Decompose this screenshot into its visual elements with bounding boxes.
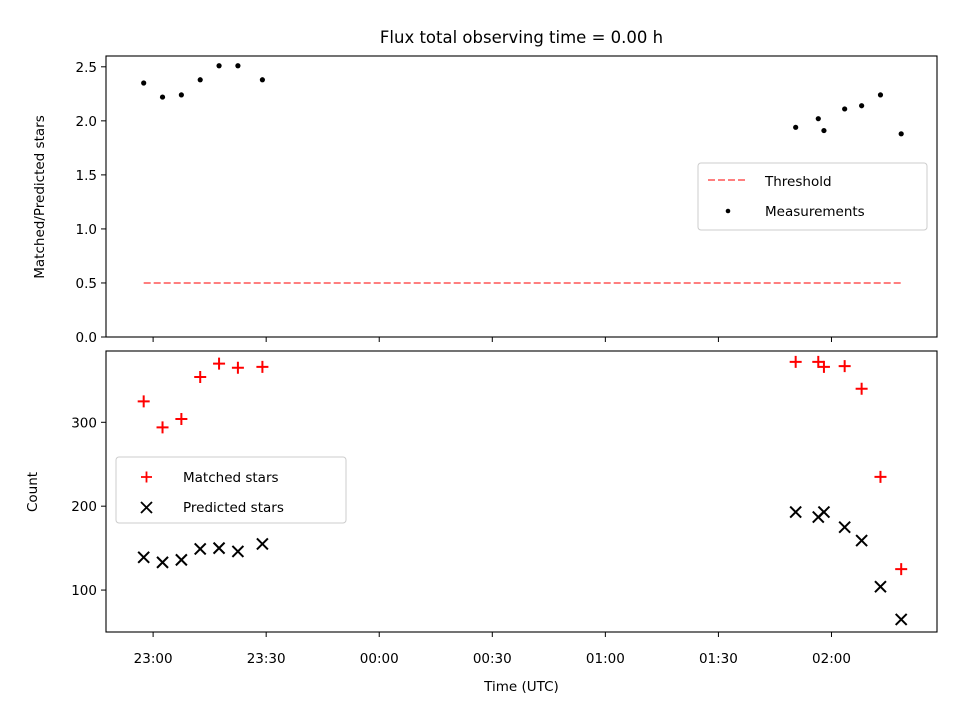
measurements-point bbox=[898, 131, 904, 137]
count-panel: Count 100 200 300 23:00 23:30 00:00 00:30 01:0… bbox=[25, 350, 938, 667]
predicted-stars-point bbox=[194, 542, 207, 556]
matched-stars-point bbox=[855, 382, 868, 395]
predicted-stars-point bbox=[175, 553, 188, 567]
count-y-axis-label: Count bbox=[25, 472, 41, 512]
measurements-point bbox=[159, 94, 166, 100]
chart-title: Flux total observing time = 0.00 h bbox=[380, 28, 663, 47]
predicted-stars-point bbox=[212, 541, 226, 555]
measurements-point bbox=[859, 103, 865, 109]
threshold-legend-label: Threshold bbox=[764, 174, 832, 190]
matched-stars-point bbox=[874, 470, 887, 483]
x-tick-label: 00:30 bbox=[473, 651, 512, 667]
matched-stars-point bbox=[175, 412, 188, 425]
measurements-point bbox=[197, 77, 203, 83]
x-tick-label: 01:00 bbox=[586, 651, 625, 667]
predicted-stars-point bbox=[894, 613, 908, 626]
matched-stars-point bbox=[156, 421, 169, 434]
y-tick-label: 0.5 bbox=[76, 276, 97, 292]
y-tick-label: 2.5 bbox=[76, 60, 97, 76]
predicted-legend-label: Predicted stars bbox=[183, 500, 284, 516]
matched-stars-point bbox=[194, 371, 207, 384]
matched-legend-label: Matched stars bbox=[183, 470, 279, 486]
matched-stars-point bbox=[256, 360, 269, 373]
measurements-point bbox=[178, 92, 184, 98]
measurements-point bbox=[842, 106, 848, 112]
predicted-stars-point bbox=[874, 580, 887, 593]
ratio-panel-frame bbox=[105, 55, 938, 338]
measurements-legend-label: Measurements bbox=[765, 204, 865, 220]
matched-legend-swatch bbox=[141, 471, 152, 483]
y-tick-label: 100 bbox=[71, 583, 97, 599]
y-tick-label: 0.0 bbox=[76, 330, 97, 346]
measurements-legend-swatch bbox=[725, 208, 731, 214]
matched-stars-point bbox=[213, 357, 226, 370]
ratio-legend-box bbox=[697, 162, 928, 231]
matched-stars-point bbox=[817, 360, 830, 373]
x-tick-label: 02:00 bbox=[812, 651, 851, 667]
measurements-point bbox=[216, 63, 222, 69]
x-tick-label: 23:00 bbox=[134, 651, 173, 667]
predicted-stars-point bbox=[231, 545, 245, 558]
y-tick-label: 1.5 bbox=[76, 168, 97, 184]
predicted-stars-point bbox=[838, 520, 851, 534]
predicted-stars-point bbox=[817, 505, 831, 519]
matched-stars-point bbox=[895, 563, 908, 576]
y-tick-label: 200 bbox=[71, 499, 97, 515]
measurements-point bbox=[141, 80, 147, 86]
matched-stars-point bbox=[838, 360, 851, 373]
count-legend: Matched stars Predicted stars bbox=[115, 456, 347, 524]
predicted-stars-point bbox=[137, 551, 150, 564]
y-tick-label: 2.0 bbox=[76, 114, 97, 130]
predicted-stars-point bbox=[156, 556, 169, 569]
x-axis-label: Time (UTC) bbox=[483, 679, 559, 695]
predicted-legend-swatch bbox=[140, 501, 153, 514]
measurements-point bbox=[235, 63, 241, 69]
matched-stars-point bbox=[789, 355, 802, 368]
x-tick-label: 01:30 bbox=[699, 651, 738, 667]
count-legend-box bbox=[115, 456, 347, 524]
matched-stars-point bbox=[812, 355, 825, 368]
predicted-stars-point bbox=[855, 534, 868, 547]
x-tick-label: 00:00 bbox=[360, 651, 399, 667]
measurements-point bbox=[815, 116, 821, 122]
y-tick-label: 1.0 bbox=[76, 222, 97, 238]
measurements-point bbox=[877, 92, 884, 98]
predicted-stars-point bbox=[789, 505, 802, 519]
predicted-stars-point bbox=[256, 537, 269, 551]
measurements-point bbox=[821, 127, 827, 134]
ratio-y-axis-label: Matched/Predicted stars bbox=[32, 115, 48, 278]
ratio-legend: Threshold Measurements bbox=[697, 162, 928, 231]
measurements-point bbox=[793, 124, 799, 130]
x-tick-label: 23:30 bbox=[247, 651, 286, 667]
y-tick-label: 300 bbox=[71, 415, 97, 431]
ratio-panel: Matched/Predicted stars 0.0 0.5 1.0 1.5 2.0 2… bbox=[32, 55, 938, 346]
measurements-point bbox=[259, 77, 266, 83]
count-panel-frame bbox=[105, 350, 938, 633]
matched-stars-point bbox=[137, 395, 150, 408]
matched-stars-point bbox=[231, 361, 244, 374]
